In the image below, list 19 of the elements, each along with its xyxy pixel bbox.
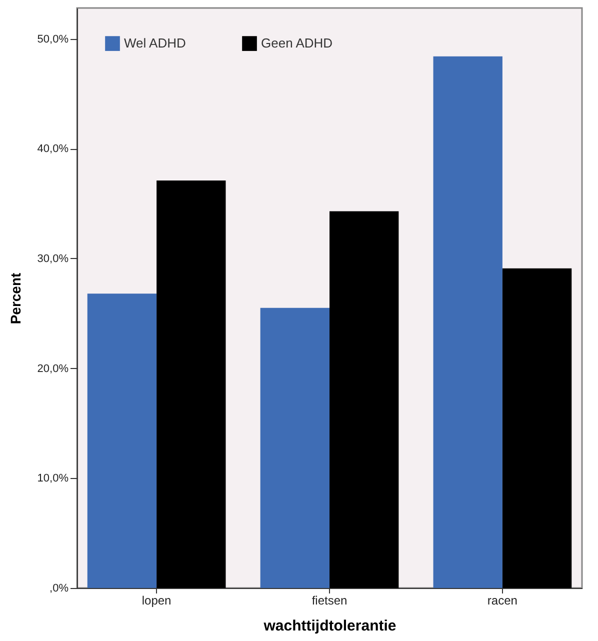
bar <box>433 56 502 588</box>
y-tick-label: 30,0% <box>37 252 69 265</box>
bar <box>502 268 572 588</box>
legend-label: Wel ADHD <box>124 36 186 51</box>
bar <box>260 308 330 588</box>
y-tick-label: 40,0% <box>37 143 69 156</box>
x-tick-label: racen <box>487 594 518 608</box>
x-tick-label: lopen <box>142 594 172 608</box>
y-tick-label: 10,0% <box>37 472 69 485</box>
y-tick-label: 20,0% <box>37 362 69 375</box>
bar <box>87 294 157 588</box>
x-tick-label: fietsen <box>312 594 348 608</box>
y-tick-label: ,0% <box>50 582 69 594</box>
bar <box>156 180 226 588</box>
bar <box>330 211 399 588</box>
x-axis-title: wachttijdtolerantie <box>262 618 396 634</box>
y-axis-title: Percent <box>7 272 24 324</box>
y-tick-label: 50,0% <box>37 33 69 46</box>
legend-label: Geen ADHD <box>261 36 333 51</box>
